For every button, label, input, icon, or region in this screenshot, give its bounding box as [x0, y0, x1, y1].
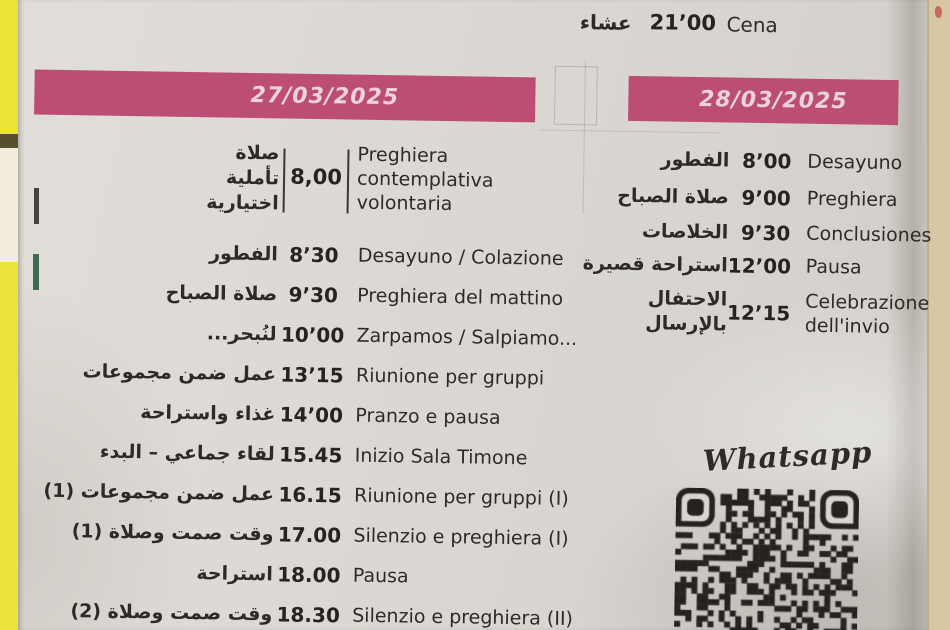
background-cream-patch [0, 148, 18, 264]
row-arabic-label: وقت صمت وصلاة (1) [71, 519, 274, 545]
edge-green-mark [33, 254, 39, 290]
row-arabic-label: استراحة قصيرة [582, 251, 728, 276]
schedule-row: الفطور 8’00 Desayuno [577, 143, 950, 179]
whatsapp-qr-code [673, 487, 860, 630]
schedule-row: عمل ضمن مجموعات 13’15 Riunione per grupp… [22, 355, 582, 394]
paper-edge-shadow [926, 0, 929, 630]
row-time: 9’30 [288, 282, 339, 308]
row-arabic-label: عمل ضمن مجموعات (1) [43, 479, 275, 505]
row-arabic-label: صلاة الصباح [617, 184, 730, 208]
schedule-row: استراحة قصيرة 12’00 Pausa [576, 248, 950, 284]
edge-dark-mark [34, 188, 39, 224]
schedule-row: الفطور 8’30 Desayuno / Colazione [24, 235, 584, 274]
background-yellow-strip-top [0, 0, 21, 136]
row-time: 8,00 [289, 164, 343, 190]
schedule-row: الاحتفال بالإرسال 12’15 Celebrazione del… [575, 285, 950, 341]
row-label: Pausa [352, 564, 409, 588]
row-label: Celebrazione dell'invio [804, 290, 930, 339]
printed-content: عشاء 21’00 Cena 27/03/2025 28/03/2025 صل… [10, 0, 932, 630]
schedule-row: صلاة الصباح 9’30 Preghiera del mattino [23, 275, 583, 314]
schedule-row: لقاء جماعي – البدء 15.45 Inizio Sala Tim… [21, 435, 581, 474]
row-label: Inizio Sala Timone [354, 444, 528, 470]
row-time: 8’30 [289, 242, 339, 268]
schedule-row: استراحة 18.00 Pausa [19, 555, 579, 594]
whatsapp-label: Whatsapp [701, 434, 874, 478]
schedule-row: لنُبحر... 10’00 Zarpamos / Salpiamo... [22, 315, 582, 354]
day1-schedule-table: الفطور 8’30 Desayuno / Colazione صلاة ال… [18, 235, 584, 630]
date-header-day2: 28/03/2025 [628, 75, 899, 126]
row-time: 12’15 [726, 300, 791, 326]
row-arabic-label: غذاء واستراحة [140, 400, 276, 425]
row-time: 17.00 [277, 522, 342, 548]
schedule-row: صلاة الصباح 9’00 Preghiera [577, 180, 950, 216]
bleed-through-square [553, 65, 598, 126]
row-arabic-label: الاحتفال بالإرسال [645, 287, 728, 336]
row-label: Zarpamos / Salpiamo... [356, 324, 578, 351]
row-arabic-label: عمل ضمن مجموعات [82, 359, 277, 385]
date-day2: 28/03/2025 [698, 86, 848, 115]
schedule-paper: عشاء 21’00 Cena 27/03/2025 28/03/2025 صل… [18, 0, 932, 630]
schedule-row: وقت صمت وصلاة (1) 17.00 Silenzio e pregh… [19, 515, 579, 554]
row-time: 9’30 [740, 220, 791, 246]
red-smudge-mark [935, 6, 942, 18]
row-time: 14’00 [279, 402, 344, 428]
day2-schedule-table: الفطور 8’00 Desayuno صلاة الصباح 9’00 Pr… [575, 143, 950, 346]
row-label: Riunione per gruppi [355, 364, 545, 390]
row-time: 12’00 [727, 253, 792, 279]
row-time: 18.00 [277, 562, 341, 588]
row-label: Desayuno [807, 150, 903, 175]
row-time: 13’15 [280, 362, 344, 388]
column-divider-right [346, 149, 350, 214]
schedule-row: الخلاصات 9’30 Conclusiones [576, 215, 950, 251]
row-arabic-label: صلاة الصباح [165, 281, 278, 305]
background-beige-strip [927, 0, 950, 630]
row-label: Silenzio e preghiera (I) [353, 524, 569, 550]
dinner-label: Cena [726, 12, 778, 38]
row-arabic-label: لقاء جماعي – البدء [99, 440, 275, 465]
background-olive-band [0, 134, 20, 150]
date-header-day1: 27/03/2025 [34, 69, 536, 123]
bleed-through-line-horizontal [537, 129, 720, 134]
row-label: Pranzo e pausa [355, 404, 501, 429]
row-label: Desayuno / Colazione [357, 244, 564, 270]
row-arabic-label: الخلاصات [641, 219, 729, 243]
row-time: 15.45 [278, 442, 343, 468]
row-label: Conclusiones [806, 222, 932, 247]
row-arabic-label: استراحة [196, 561, 274, 585]
row-time: 16.15 [278, 482, 342, 508]
schedule-row: عمل ضمن مجموعات (1) 16.15 Riunione per g… [20, 475, 580, 514]
row-label: Preghiera del mattino [357, 284, 564, 310]
row-label: Preghiera [806, 187, 898, 212]
date-day1: 27/03/2025 [250, 82, 400, 111]
column-divider-left [282, 148, 286, 213]
row-label: Pausa [805, 255, 862, 279]
row-arabic-label: صلاة تأملية اختيارية [206, 141, 280, 215]
row-time: 8’00 [741, 148, 792, 174]
row-label: Riunione per gruppi (I) [353, 484, 569, 510]
row-arabic-label: وقت صمت وصلاة (2) [70, 599, 273, 625]
schedule-row: غذاء واستراحة 14’00 Pranzo e pausa [21, 395, 581, 434]
row-label: Preghiera contemplativa volontaria [356, 143, 494, 216]
row-time: 10’00 [280, 322, 345, 348]
row-time: 18.30 [276, 602, 341, 628]
row-arabic-label: الفطور [660, 147, 730, 171]
dinner-time: 21’00 [649, 10, 717, 36]
dinner-arabic-label: عشاء [579, 10, 632, 35]
row-label: Silenzio e preghiera (II) [352, 604, 574, 630]
schedule-row: وقت صمت وصلاة (2) 18.30 Silenzio e pregh… [18, 595, 578, 630]
day1-row-contemplative-prayer: صلاة تأملية اختيارية 8,00 Preghiera cont… [24, 133, 585, 232]
row-arabic-label: لنُبحر... [206, 321, 277, 345]
row-time: 9’00 [741, 185, 792, 211]
row-arabic-label: الفطور [209, 241, 279, 265]
